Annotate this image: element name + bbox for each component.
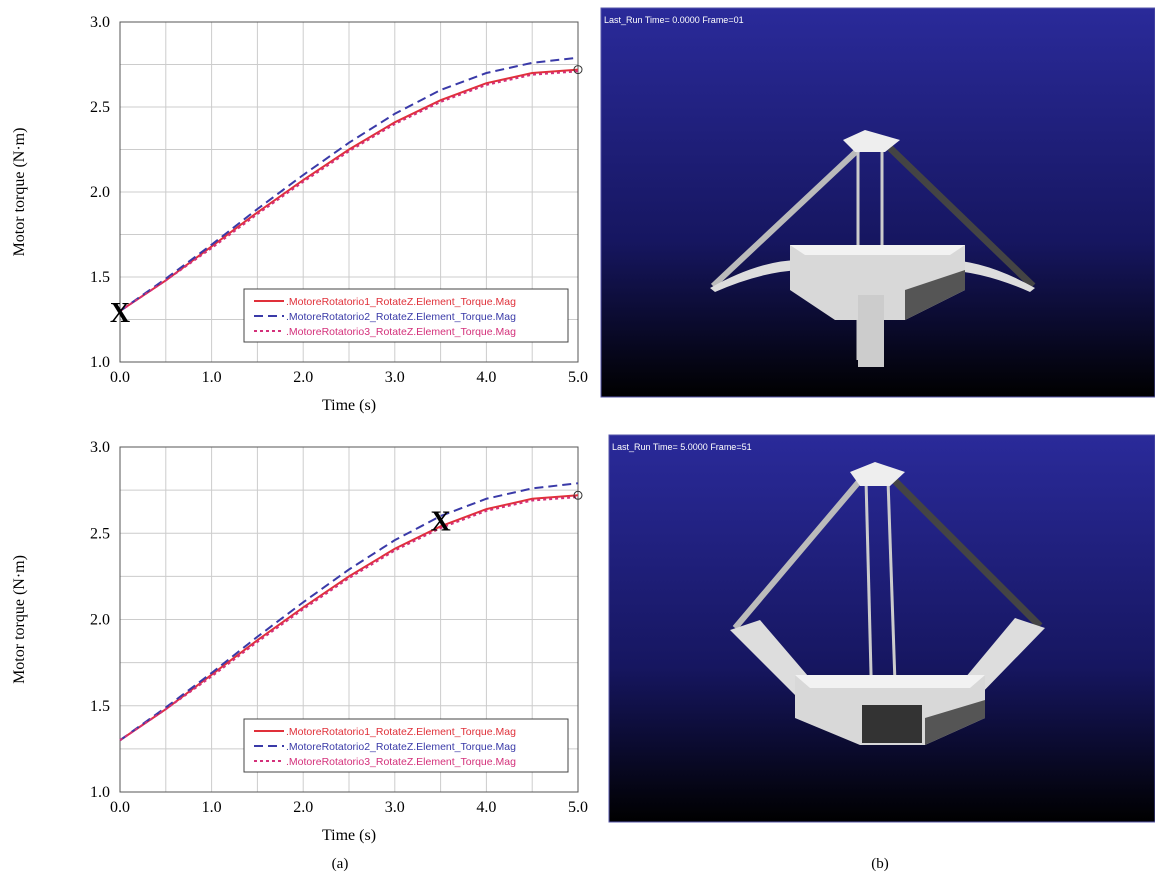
y-axis-label: Motor torque (N·m): [11, 128, 28, 257]
y-tick-label: 1.0: [90, 784, 110, 801]
x-tick-label: 5.0: [568, 369, 588, 386]
annotation: X: [430, 506, 450, 537]
x-tick-label: 4.0: [476, 799, 496, 816]
panel-label: (a): [332, 856, 349, 872]
y-tick-label: 2.0: [90, 184, 110, 201]
render-bottom: Last_Run Time= 5.0000 Frame=51: [609, 435, 1155, 822]
legend-label: .MotoreRotatorio3_RotateZ.Element_Torque…: [286, 756, 516, 768]
legend-label: .MotoreRotatorio3_RotateZ.Element_Torque…: [286, 326, 516, 338]
x-tick-label: 1.0: [202, 369, 222, 386]
x-tick-label: 3.0: [385, 369, 405, 386]
x-tick-label: 3.0: [385, 799, 405, 816]
render-caption: Last_Run Time= 0.0000 Frame=01: [604, 15, 744, 25]
y-tick-label: 1.5: [90, 269, 110, 286]
legend-label: .MotoreRotatorio2_RotateZ.Element_Torque…: [286, 311, 516, 323]
x-tick-label: 4.0: [476, 369, 496, 386]
x-tick-label: 2.0: [293, 799, 313, 816]
y-tick-label: 1.5: [90, 698, 110, 715]
y-tick-label: 2.5: [90, 99, 110, 116]
panel-label: (b): [871, 856, 889, 872]
figure: Last_Run Time= 0.0000 Frame=01 Last_Run …: [0, 0, 1155, 878]
y-tick-label: 2.0: [90, 612, 110, 629]
y-axis-label: Motor torque (N·m): [11, 555, 28, 684]
x-tick-label: 0.0: [110, 799, 130, 816]
x-tick-label: 5.0: [568, 799, 588, 816]
annotation: X: [110, 298, 130, 329]
y-tick-label: 3.0: [90, 439, 110, 456]
legend-label: .MotoreRotatorio1_RotateZ.Element_Torque…: [286, 726, 516, 738]
legend-label: .MotoreRotatorio1_RotateZ.Element_Torque…: [286, 296, 516, 308]
x-axis-label: Time (s): [322, 827, 376, 844]
y-tick-label: 3.0: [90, 14, 110, 31]
y-tick-label: 2.5: [90, 525, 110, 542]
y-tick-label: 1.0: [90, 354, 110, 371]
legend-label: .MotoreRotatorio2_RotateZ.Element_Torque…: [286, 741, 516, 753]
x-axis-label: Time (s): [322, 397, 376, 414]
x-tick-label: 0.0: [110, 369, 130, 386]
render-caption: Last_Run Time= 5.0000 Frame=51: [612, 442, 752, 452]
x-tick-label: 2.0: [293, 369, 313, 386]
x-tick-label: 1.0: [202, 799, 222, 816]
render-top: Last_Run Time= 0.0000 Frame=01: [601, 8, 1155, 397]
